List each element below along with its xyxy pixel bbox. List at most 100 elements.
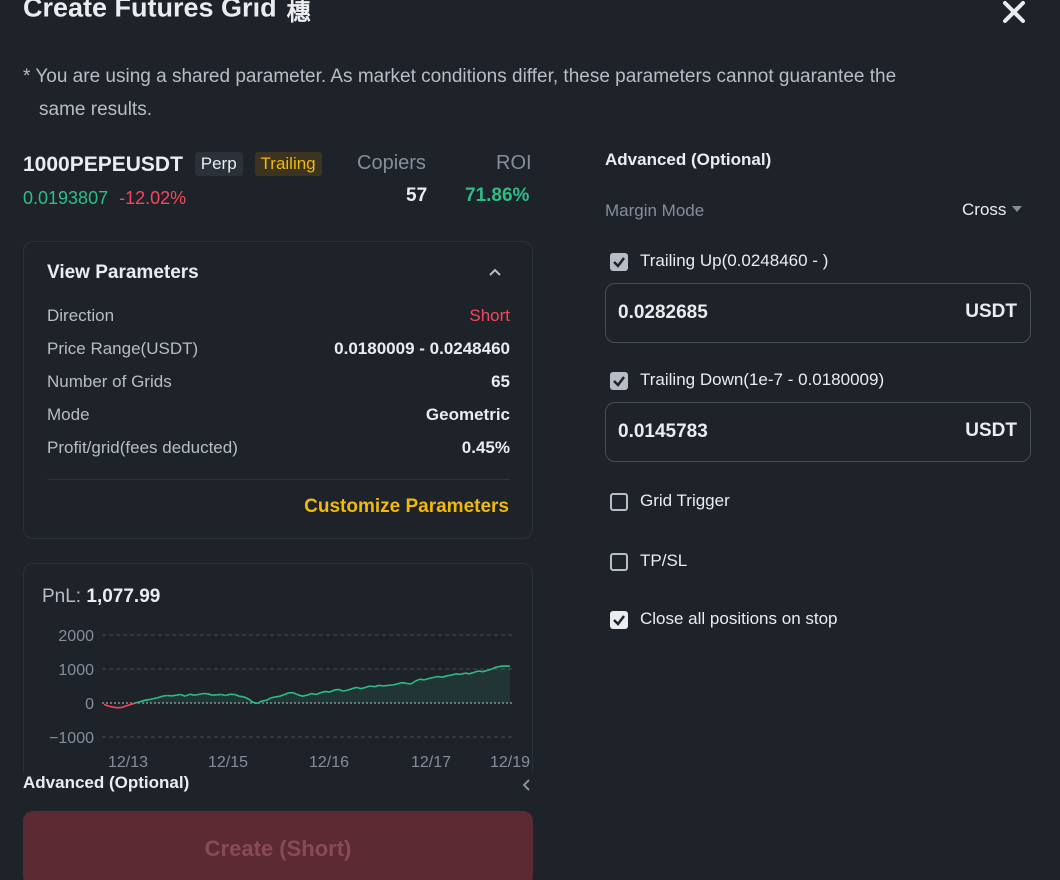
grid-trigger-checkbox[interactable]: [610, 493, 628, 511]
pnl-line-positive: [320, 690, 326, 694]
param-value: 65: [491, 372, 510, 391]
pnl-line-positive: [491, 666, 497, 670]
pnl-line-positive: [414, 678, 421, 682]
pnl-chart: 2000 1000 0 −1000 12/13 12/15 12/16 12/17 12/19: [49, 628, 530, 771]
pnl-line-positive: [279, 693, 285, 697]
pnl-line-positive: [424, 677, 430, 681]
pnl-value: 1,077.99: [86, 586, 161, 607]
close-all-label: Close all positions on stop: [640, 609, 838, 628]
price-line: 0.0193807 -12.02%: [23, 188, 186, 209]
roi-value: 71.86%: [465, 185, 530, 206]
pnl-line-positive: [360, 686, 366, 690]
close-button[interactable]: [1000, 0, 1028, 26]
y-tick-label: 0: [85, 696, 94, 713]
pnl-line-positive: [496, 665, 502, 668]
x-tick-label: 12/16: [309, 754, 349, 771]
pnl-line-positive: [333, 688, 339, 691]
create-short-button[interactable]: Create (Short): [23, 811, 533, 880]
advanced-optional-toggle[interactable]: Advanced (Optional): [23, 773, 190, 792]
y-tick-label: 1000: [58, 662, 94, 679]
pnl-label: PnL: 1,077.99: [42, 586, 160, 608]
pnl-line-negative: [108, 705, 114, 708]
caret-down-icon: [1012, 206, 1023, 212]
param-row-direction: Direction Short: [47, 306, 510, 328]
pnl-line-positive: [139, 699, 145, 703]
pnl-line-positive: [379, 684, 384, 687]
trailing-badge: Trailing: [254, 152, 322, 176]
pnl-line-positive: [329, 689, 335, 693]
pnl-line-positive: [261, 699, 267, 702]
pnl-line-positive: [221, 693, 226, 697]
pnl-line-negative: [112, 706, 118, 709]
y-tick-label: −1000: [49, 730, 94, 747]
pnl-line-positive: [392, 683, 398, 686]
pnl-line-positive: [176, 693, 181, 696]
trailing-down-input[interactable]: [618, 403, 938, 461]
pnl-line-positive: [266, 697, 272, 702]
pnl-line-positive: [311, 692, 317, 696]
perp-badge: Perp: [194, 152, 243, 176]
pnl-line-positive: [189, 693, 195, 696]
advanced-title: Advanced (Optional): [605, 150, 772, 169]
pnl-line-positive: [306, 692, 312, 696]
pnl-line-positive: [297, 694, 303, 697]
pnl-line-positive: [464, 672, 470, 675]
y-tick-label: 2000: [58, 628, 94, 645]
pnl-line-positive: [455, 673, 461, 676]
pnl-line-positive: [478, 670, 484, 673]
pnl-line-positive: [487, 668, 493, 672]
margin-mode-label: Margin Mode: [605, 201, 705, 220]
shared-parameter-note: * You are using a shared parameter. As m…: [23, 60, 1023, 126]
param-value: Geometric: [425, 405, 510, 424]
pnl-line-positive: [171, 694, 177, 697]
tp-sl-checkbox[interactable]: [610, 553, 628, 571]
trailing-up-field[interactable]: USDT: [605, 283, 1031, 343]
pnl-line-positive: [315, 692, 321, 696]
param-value: 0.45%: [461, 438, 510, 457]
divider: [47, 479, 510, 480]
margin-mode-select[interactable]: Cross: [962, 200, 1023, 220]
param-row-grids: Number of Grids 65: [47, 372, 510, 394]
pnl-chart-card: 2000 1000 0 −1000 12/13 12/15 12/16 12/17 12/19 …: [23, 563, 533, 773]
trailing-down-checkbox[interactable]: [610, 372, 628, 390]
param-value: Short: [469, 306, 510, 325]
share-qr-icon[interactable]: 橞: [286, 0, 311, 26]
pnl-label-text: PnL:: [42, 586, 82, 607]
param-label: Direction: [47, 306, 115, 325]
parameters-card: View Parameters Direction Short Price Ra…: [23, 241, 533, 539]
pnl-line-positive: [234, 693, 240, 697]
pnl-line-positive: [284, 692, 290, 696]
tp-sl-label: TP/SL: [640, 551, 688, 570]
pnl-line-positive: [442, 675, 448, 678]
pnl-line-positive: [324, 690, 330, 693]
close-all-checkbox[interactable]: [610, 611, 628, 629]
pnl-line-positive: [460, 672, 466, 676]
page-title: Create Futures Grid 橞: [23, 0, 311, 27]
pnl-line-positive: [270, 696, 276, 699]
expand-advanced-button[interactable]: [520, 778, 532, 792]
trailing-down-field[interactable]: USDT: [605, 402, 1031, 462]
customize-parameters-link[interactable]: Customize Parameters: [304, 496, 509, 517]
trailing-up-checkbox[interactable]: [610, 253, 628, 271]
note-line-2: same results.: [39, 99, 152, 120]
close-icon: [1003, 1, 1025, 23]
pnl-line-positive: [383, 684, 389, 687]
pnl-line-negative: [121, 704, 127, 709]
pnl-line-positive: [428, 676, 434, 680]
pnl-line-positive: [239, 695, 244, 698]
pnl-line-positive: [153, 696, 159, 700]
pnl-line-positive: [162, 694, 168, 697]
price-change: -12.02%: [119, 188, 187, 208]
pnl-line-positive: [157, 695, 163, 699]
collapse-button[interactable]: [487, 264, 503, 280]
pnl-line-positive: [437, 675, 443, 678]
param-row-profit: Profit/grid(fees deducted) 0.45%: [47, 438, 510, 460]
pnl-line-positive: [396, 681, 402, 685]
pnl-line-positive: [194, 693, 199, 696]
copiers-label: Copiers: [357, 152, 426, 174]
trailing-up-label: Trailing Up(0.0248460 - ): [640, 251, 829, 270]
trailing-up-input[interactable]: [618, 284, 938, 342]
pnl-line-positive: [144, 698, 150, 702]
check-icon: [613, 257, 625, 268]
pnl-line-negative: [130, 702, 136, 706]
